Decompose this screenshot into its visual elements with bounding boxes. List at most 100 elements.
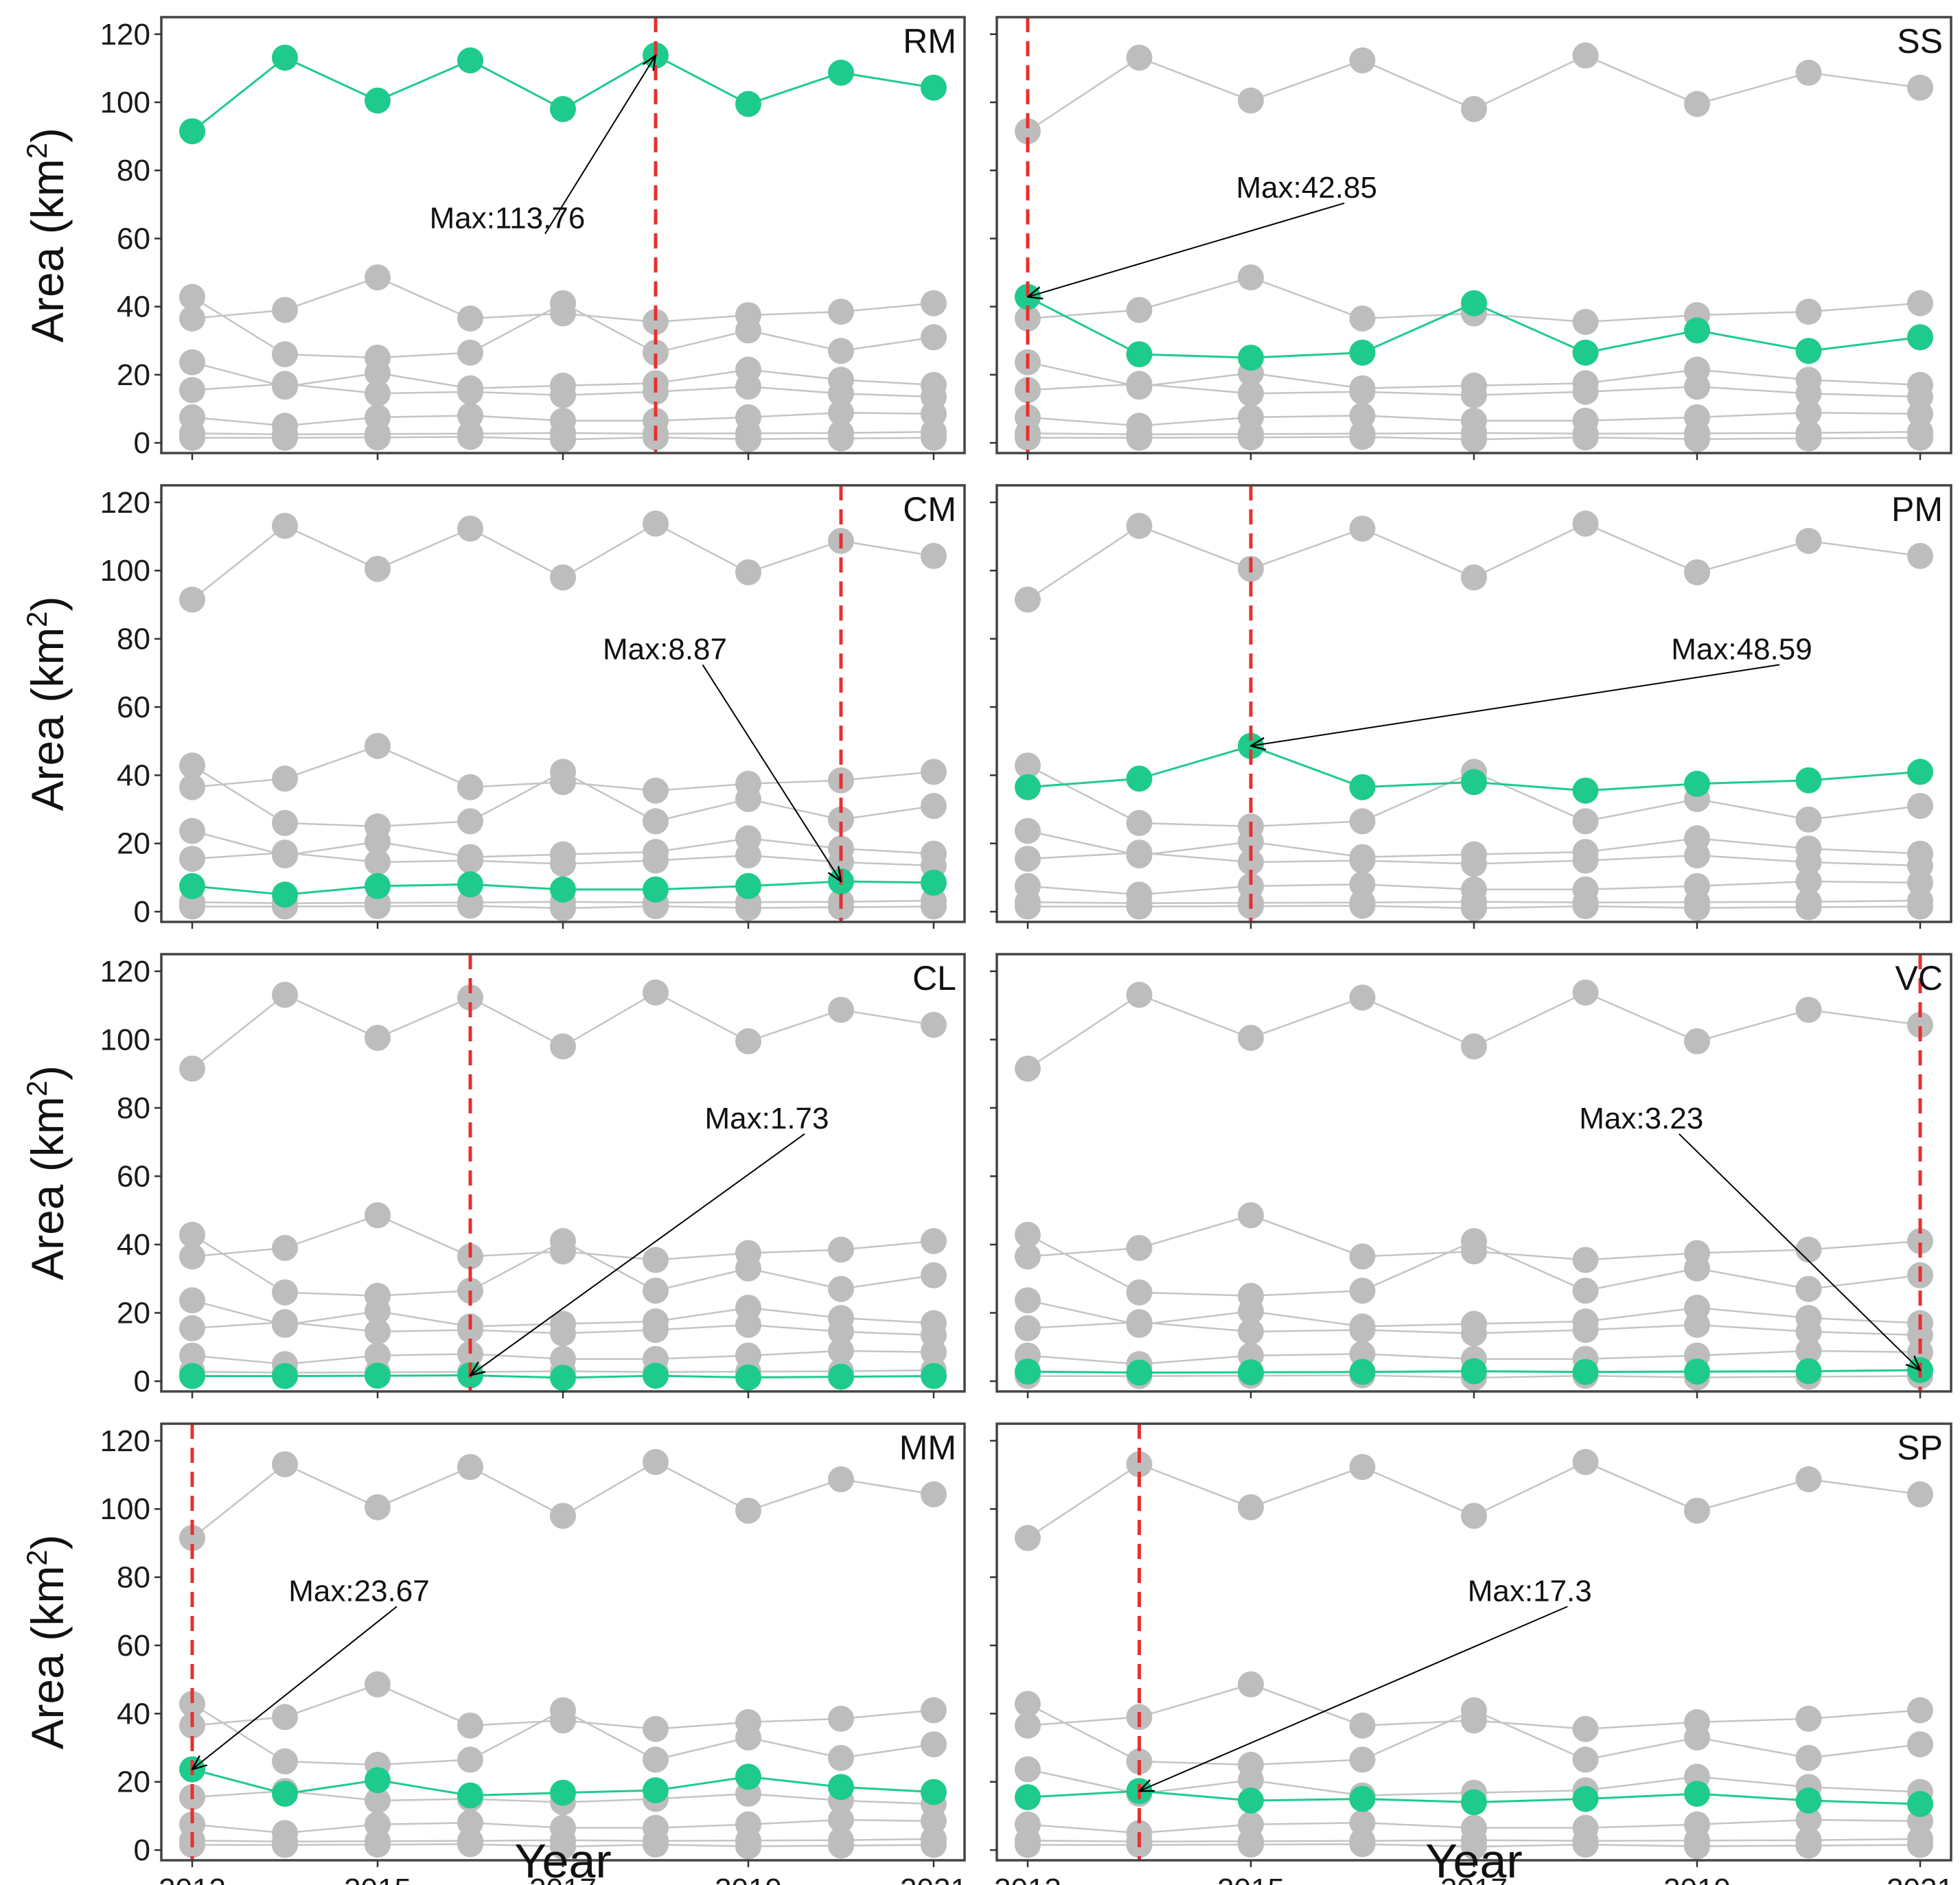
highlight-point-mm-2021 bbox=[921, 1779, 947, 1805]
y-axis-ticks: 0 20 40 60 80 100 120 bbox=[100, 1424, 161, 1867]
highlight-point-mm-2020 bbox=[828, 1774, 854, 1801]
data-point-mm-2015 bbox=[1238, 1298, 1264, 1325]
data-point-sp-2018 bbox=[1572, 1317, 1599, 1343]
highlight-series-group bbox=[1015, 1357, 1933, 1386]
data-point-rm-2017 bbox=[550, 564, 576, 591]
highlight-point-cl-2013 bbox=[179, 1363, 205, 1389]
data-point-pm-2017 bbox=[1461, 1238, 1487, 1264]
data-point-rm-2020 bbox=[1795, 59, 1822, 86]
data-point-sp-2014 bbox=[1126, 371, 1153, 397]
background-series-group bbox=[1015, 42, 1933, 453]
data-point-cm-2016 bbox=[457, 1341, 483, 1367]
max-annotation-arrow bbox=[192, 1606, 397, 1769]
data-point-sp-2018 bbox=[1572, 847, 1599, 874]
y-tick-label: 80 bbox=[117, 154, 150, 187]
data-point-vc-2021 bbox=[1907, 888, 1933, 914]
data-point-pm-2014 bbox=[272, 297, 298, 323]
data-point-vc-2016 bbox=[457, 1827, 483, 1854]
highlight-point-cm-2014 bbox=[272, 881, 298, 908]
data-point-vc-2018 bbox=[643, 1827, 669, 1854]
panel-title: VC bbox=[1895, 959, 1943, 997]
panel-title: CM bbox=[903, 490, 956, 529]
data-point-pm-2016 bbox=[1349, 305, 1376, 332]
data-point-cm-2020 bbox=[828, 1807, 854, 1833]
panel-cl: Max:1.73 CL 0 20 40 60 80 100 120 bbox=[100, 953, 966, 1398]
highlight-point-cm-2016 bbox=[457, 871, 483, 898]
y-tick-label: 60 bbox=[117, 222, 150, 255]
data-point-cm-2020 bbox=[1795, 868, 1822, 894]
y-tick-label: 80 bbox=[117, 623, 150, 656]
highlight-point-sp-2016 bbox=[1349, 1785, 1376, 1812]
data-point-rm-2016 bbox=[457, 1454, 483, 1481]
background-series-group bbox=[179, 979, 947, 1386]
data-point-sp-2015 bbox=[365, 1788, 391, 1814]
data-point-rm-2018 bbox=[1572, 510, 1599, 537]
data-point-cm-2016 bbox=[457, 1809, 483, 1836]
data-point-vc-2014 bbox=[1126, 890, 1153, 916]
highlight-point-vc-2017 bbox=[1461, 1358, 1487, 1385]
data-point-rm-2014 bbox=[272, 982, 298, 1008]
data-point-sp-2019 bbox=[1684, 842, 1710, 869]
background-series-group bbox=[179, 264, 947, 453]
highlight-point-vc-2016 bbox=[1349, 1358, 1376, 1385]
data-point-vc-2014 bbox=[1126, 421, 1153, 448]
highlight-point-sp-2021 bbox=[1907, 1791, 1933, 1817]
data-point-rm-2018 bbox=[1572, 1448, 1599, 1475]
data-point-sp-2020 bbox=[828, 380, 854, 407]
highlight-point-cl-2020 bbox=[828, 1363, 854, 1390]
data-point-ss-2020 bbox=[828, 338, 854, 365]
x-axis-ticks: 2013 2015 2017 2019 2021 bbox=[159, 1860, 967, 1885]
y-tick-label: 100 bbox=[100, 554, 150, 588]
data-point-cm-2020 bbox=[1795, 1337, 1822, 1364]
highlight-series-group bbox=[179, 868, 947, 908]
data-point-ss-2018 bbox=[643, 339, 669, 366]
highlight-point-sp-2013 bbox=[1015, 1784, 1041, 1811]
y-tick-label: 20 bbox=[117, 358, 150, 392]
data-point-ss-2021 bbox=[1907, 1731, 1933, 1758]
highlight-point-ss-2018 bbox=[1572, 339, 1599, 366]
data-point-rm-2020 bbox=[828, 1466, 854, 1492]
highlight-point-cl-2018 bbox=[643, 1363, 669, 1389]
data-point-cm-2020 bbox=[828, 400, 854, 426]
data-point-sp-2015 bbox=[365, 849, 391, 875]
data-point-pm-2017 bbox=[550, 1238, 576, 1264]
highlight-point-cm-2015 bbox=[365, 872, 391, 899]
data-point-rm-2013 bbox=[1015, 1525, 1041, 1551]
highlight-series-group bbox=[179, 42, 947, 145]
data-point-ss-2020 bbox=[1795, 1275, 1822, 1302]
y-axis-title-text: Area (km bbox=[22, 627, 73, 811]
y-tick-label: 80 bbox=[117, 1091, 150, 1125]
data-point-rm-2017 bbox=[1461, 564, 1487, 591]
data-point-ss-2013 bbox=[179, 1691, 205, 1718]
data-point-rm-2015 bbox=[1238, 1024, 1264, 1051]
data-point-rm-2014 bbox=[1126, 45, 1153, 71]
data-point-rm-2016 bbox=[1349, 984, 1376, 1011]
highlight-series-group bbox=[1015, 284, 1933, 371]
data-point-sp-2014 bbox=[272, 840, 298, 866]
data-point-cm-2016 bbox=[1349, 871, 1376, 898]
background-series-group bbox=[179, 510, 947, 922]
highlight-point-ss-2020 bbox=[1795, 338, 1822, 365]
data-point-vc-2020 bbox=[1795, 1827, 1822, 1853]
highlight-point-sp-2019 bbox=[1684, 1781, 1710, 1807]
data-point-sp-2013 bbox=[179, 377, 205, 404]
y-tick-label: 120 bbox=[100, 486, 150, 520]
max-annotation-arrow bbox=[1140, 1606, 1568, 1791]
data-point-vc-2017 bbox=[550, 1827, 576, 1853]
background-series-group bbox=[1015, 510, 1933, 922]
data-point-vc-2019 bbox=[1684, 420, 1710, 447]
data-point-pm-2021 bbox=[1907, 1697, 1933, 1724]
data-point-sp-2013 bbox=[179, 846, 205, 872]
data-point-sp-2015 bbox=[365, 380, 391, 407]
x-axis-ticks: 2013 2015 2017 2019 2021 bbox=[994, 1860, 1954, 1885]
y-axis-title-text: Area (km bbox=[22, 159, 73, 343]
data-point-ss-2018 bbox=[643, 1277, 669, 1304]
highlight-point-cm-2019 bbox=[735, 872, 761, 899]
data-point-pm-2021 bbox=[921, 1697, 947, 1724]
data-point-sp-2013 bbox=[1015, 1315, 1041, 1341]
data-point-pm-2021 bbox=[921, 1228, 947, 1254]
data-point-mm-2015 bbox=[365, 1298, 391, 1325]
highlight-point-ss-2015 bbox=[1238, 345, 1264, 371]
data-point-ss-2014 bbox=[272, 1279, 298, 1306]
x-axis-ticks bbox=[191, 922, 935, 929]
